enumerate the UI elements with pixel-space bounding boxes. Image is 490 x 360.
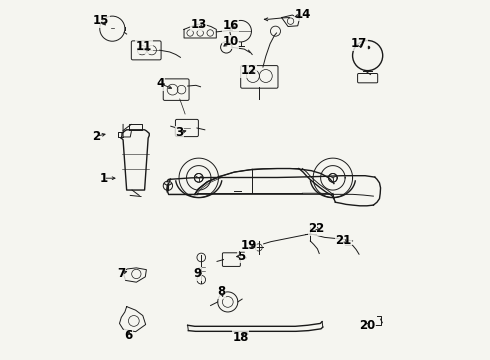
Text: 19: 19 (241, 239, 257, 252)
Text: 11: 11 (136, 40, 152, 53)
Text: 6: 6 (124, 329, 133, 342)
Text: 16: 16 (222, 19, 239, 32)
Text: 17: 17 (351, 37, 367, 50)
Text: 22: 22 (309, 222, 325, 235)
Text: 9: 9 (194, 267, 202, 280)
Text: 1: 1 (99, 172, 107, 185)
Text: 15: 15 (93, 14, 109, 27)
Text: 2: 2 (92, 130, 100, 143)
Text: 7: 7 (117, 267, 125, 280)
Text: 13: 13 (190, 18, 206, 31)
Text: 8: 8 (218, 285, 226, 298)
Text: 3: 3 (176, 126, 184, 139)
Text: 10: 10 (222, 35, 239, 49)
Text: 12: 12 (241, 64, 257, 77)
Text: 5: 5 (237, 249, 245, 262)
Text: 4: 4 (157, 77, 165, 90)
Text: 20: 20 (359, 319, 375, 332)
Text: 14: 14 (294, 8, 311, 21)
Text: 21: 21 (336, 234, 352, 247)
Text: 18: 18 (233, 330, 249, 343)
